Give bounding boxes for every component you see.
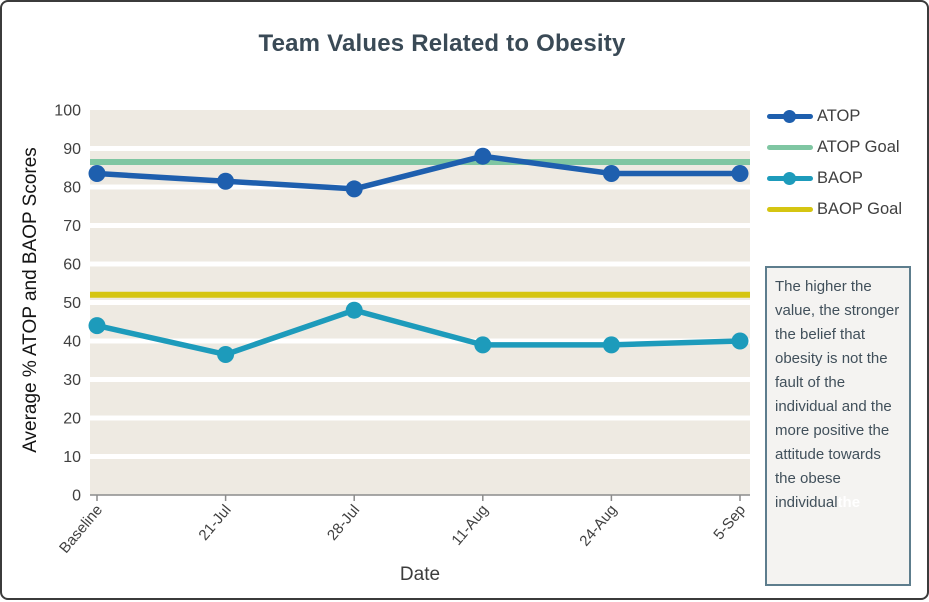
baop-data-point [731, 332, 749, 350]
chart-plot-area: 0 10 20 30 40 50 60 70 80 90 100 Baseline 21-Jul 28-J… [54, 103, 750, 557]
atop-data-point [602, 165, 620, 183]
y-tick-label: 70 [63, 218, 81, 235]
atop-legend-swatch [767, 107, 813, 125]
gridline [90, 415, 750, 421]
gridline [90, 146, 750, 151]
gridline [90, 338, 750, 344]
baop-data-point [88, 317, 106, 335]
atop-legend-marker [783, 109, 796, 123]
baop-data-point [345, 301, 363, 319]
atop-series-line [94, 153, 743, 192]
chart-title: Team Values Related to Obesity [258, 30, 626, 57]
annotation-note-box: The higher the value, the stronger the b… [765, 266, 911, 586]
baop-legend-swatch [767, 169, 813, 187]
gridline [90, 223, 750, 228]
gridline [90, 377, 750, 382]
y-tick-label: 80 [63, 180, 81, 197]
legend-item-atop-goal: ATOP Goal [767, 137, 902, 157]
y-tick-label: 10 [63, 449, 81, 466]
baop-goal-legend-line [767, 206, 813, 212]
legend-item-baop: BAOP [767, 168, 902, 188]
y-tick-label: 60 [63, 257, 81, 274]
atop-legend-label: ATOP [817, 106, 861, 125]
legend-item-baop-goal: BAOP Goal [767, 199, 902, 219]
y-tick-label: 0 [72, 488, 81, 505]
gridline [90, 261, 750, 267]
atop-data-point [474, 147, 492, 165]
baop-goal-legend-label: BAOP Goal [817, 199, 902, 218]
atop-goal-legend-line [767, 144, 813, 150]
annotation-ghost-text: the [837, 494, 861, 511]
y-tick-label: 100 [54, 103, 81, 120]
chart-legend: ATOP ATOP Goal BAOP BAOP Goal [767, 106, 902, 219]
gridline [90, 300, 750, 305]
baop-data-point [217, 345, 235, 363]
baop-legend-label: BAOP [817, 168, 863, 187]
baop-data-point [474, 336, 492, 354]
x-tick-label: 11-Aug [448, 502, 491, 549]
atop-data-point [217, 172, 235, 190]
baop-series-line [94, 307, 743, 358]
x-axis-title: Date [399, 564, 441, 585]
y-tick-label: 50 [63, 295, 81, 312]
atop-data-point [731, 165, 749, 183]
atop-goal-legend-swatch [767, 138, 813, 156]
baop-legend-marker [783, 171, 796, 185]
atop-goal-legend-label: ATOP Goal [817, 137, 900, 156]
atop-data-point [345, 180, 363, 198]
baop-data-point [602, 336, 620, 354]
y-tick-label: 90 [63, 141, 81, 158]
x-tick-label: 24-Aug [576, 502, 620, 550]
x-tick-label: Baseline [56, 502, 106, 557]
x-tick-label: 21-Jul [195, 502, 234, 544]
x-tick-label: 28-Jul [324, 502, 363, 544]
baop-goal-legend-swatch [767, 200, 813, 218]
y-tick-label: 40 [63, 334, 81, 351]
x-tick-label: 5-Sep [710, 502, 749, 544]
atop-data-point [88, 165, 106, 183]
gridline [90, 184, 750, 190]
gridline [90, 454, 750, 459]
legend-item-atop: ATOP [767, 106, 902, 126]
y-tick-label: 20 [63, 411, 81, 428]
annotation-text: The higher the value, the stronger the b… [775, 278, 900, 511]
y-tick-label: 30 [63, 372, 81, 389]
